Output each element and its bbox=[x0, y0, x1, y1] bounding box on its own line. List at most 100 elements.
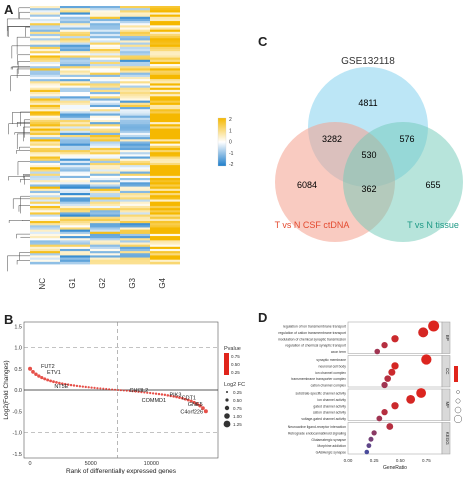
heatmap-cell bbox=[120, 201, 150, 205]
heatmap-cell bbox=[150, 92, 180, 95]
term-label: neuronal cell body bbox=[318, 364, 346, 368]
heatmap-cell bbox=[150, 25, 180, 28]
heatmap-cell bbox=[90, 208, 120, 211]
heatmap-cell bbox=[60, 83, 90, 86]
heatmap-cell bbox=[120, 171, 150, 175]
heatmap-cell bbox=[60, 173, 90, 177]
heatmap-cell bbox=[90, 246, 120, 250]
heatmap-cell bbox=[150, 38, 180, 41]
gene-label: C4orf226 bbox=[180, 409, 203, 415]
gene-point bbox=[58, 381, 61, 385]
heatmap-cell bbox=[30, 38, 60, 41]
heatmap-cell bbox=[90, 141, 120, 144]
heatmap-cell bbox=[60, 33, 90, 37]
heatmap-cell bbox=[90, 53, 120, 56]
heatmap-cell bbox=[150, 46, 180, 50]
heatmap-cell bbox=[120, 59, 150, 63]
heatmap-cell bbox=[150, 104, 180, 108]
venn-circle-tissue bbox=[343, 122, 463, 242]
heatmap-cell bbox=[150, 137, 180, 140]
facet-strip bbox=[441, 321, 451, 354]
heatmap-cell bbox=[30, 68, 60, 71]
heatmap-cell bbox=[150, 49, 180, 52]
heatmap-cell bbox=[120, 227, 150, 230]
gene-point bbox=[172, 395, 175, 398]
heatmap-legend-tick: 0 bbox=[229, 140, 232, 146]
heatmap-cell bbox=[120, 96, 150, 99]
term-label: cation channel activity bbox=[313, 411, 346, 415]
heatmap-cell bbox=[30, 130, 60, 134]
heatmap-cell bbox=[60, 128, 90, 132]
heatmap-cell bbox=[30, 201, 60, 205]
heatmap-cell bbox=[60, 238, 90, 241]
heatmap-cell bbox=[90, 238, 120, 241]
heatmap-cell bbox=[150, 126, 180, 129]
heatmap-cell bbox=[30, 238, 60, 241]
heatmap-cell bbox=[150, 143, 180, 147]
heatmap-cell bbox=[90, 180, 120, 183]
venn-count-gse-csf: 3282 bbox=[322, 134, 342, 144]
heatmap-cell bbox=[150, 178, 180, 181]
heatmap-cell bbox=[60, 27, 90, 31]
heatmap-cell bbox=[120, 165, 150, 168]
heatmap-cell bbox=[30, 150, 60, 153]
heatmap-cell bbox=[60, 76, 90, 80]
heatmap-cell bbox=[90, 102, 120, 106]
heatmap-cell bbox=[60, 94, 90, 97]
heatmap-cell bbox=[60, 109, 90, 112]
heatmap-cell bbox=[120, 124, 150, 127]
gene-point bbox=[116, 389, 119, 391]
heatmap-cell bbox=[150, 150, 180, 153]
heatmap-column-label: G1 bbox=[68, 277, 77, 288]
gene-point bbox=[43, 377, 47, 381]
pvalue-legend-tick: 0.50 bbox=[231, 362, 240, 367]
heatmap-cell bbox=[120, 199, 150, 203]
heatmap-legend-tick: -2 bbox=[229, 162, 234, 168]
heatmap-cell bbox=[90, 175, 120, 179]
heatmap-cell bbox=[60, 29, 90, 33]
heatmap-cell bbox=[60, 53, 90, 56]
heatmap-cell bbox=[30, 147, 60, 151]
y-tick-label: 1.5 bbox=[14, 324, 22, 330]
heatmap-cell bbox=[30, 16, 60, 20]
heatmap-cell bbox=[60, 236, 90, 239]
heatmap-cell bbox=[60, 126, 90, 129]
term-label: transmembrane transporter complex bbox=[291, 377, 346, 381]
heatmap-cell bbox=[120, 98, 150, 101]
term-label: modulation of chemical synaptic transmis… bbox=[278, 337, 346, 341]
panel-label-a: A bbox=[4, 2, 14, 17]
heatmap-cell bbox=[150, 44, 180, 48]
size-legend-dot bbox=[224, 413, 230, 419]
gene-point bbox=[131, 390, 134, 393]
heatmap-cell bbox=[90, 162, 120, 166]
heatmap-cell bbox=[30, 83, 60, 86]
term-label: ion channel complex bbox=[315, 371, 346, 375]
heatmap-cell bbox=[120, 212, 150, 215]
heatmap-cell bbox=[120, 70, 150, 74]
size-legend-dot bbox=[223, 420, 231, 428]
heatmap-cell bbox=[120, 221, 150, 224]
heatmap-cell bbox=[60, 223, 90, 226]
term-label: regulation of chemical synaptic transpor… bbox=[285, 344, 346, 348]
heatmap-cell bbox=[90, 98, 120, 101]
heatmap-cell bbox=[60, 255, 90, 258]
heatmap-cell bbox=[150, 257, 180, 261]
heatmap-cell bbox=[90, 231, 120, 235]
heatmap-cell bbox=[60, 162, 90, 166]
heatmap-cell bbox=[30, 79, 60, 82]
heatmap-cell bbox=[120, 83, 150, 86]
heatmap-cell bbox=[150, 180, 180, 183]
heatmap-cell bbox=[30, 240, 60, 243]
heatmap-cell bbox=[120, 135, 150, 138]
heatmap-cell bbox=[60, 117, 90, 121]
heatmap-cell bbox=[120, 122, 150, 125]
heatmap-cell bbox=[30, 23, 60, 26]
heatmap-cell bbox=[120, 182, 150, 185]
heatmap-cell bbox=[30, 205, 60, 209]
heatmap-cell bbox=[90, 216, 120, 220]
heatmap-cell bbox=[150, 195, 180, 198]
heatmap-cell bbox=[120, 79, 150, 82]
heatmap-cell bbox=[150, 94, 180, 97]
gene-point bbox=[195, 402, 199, 406]
